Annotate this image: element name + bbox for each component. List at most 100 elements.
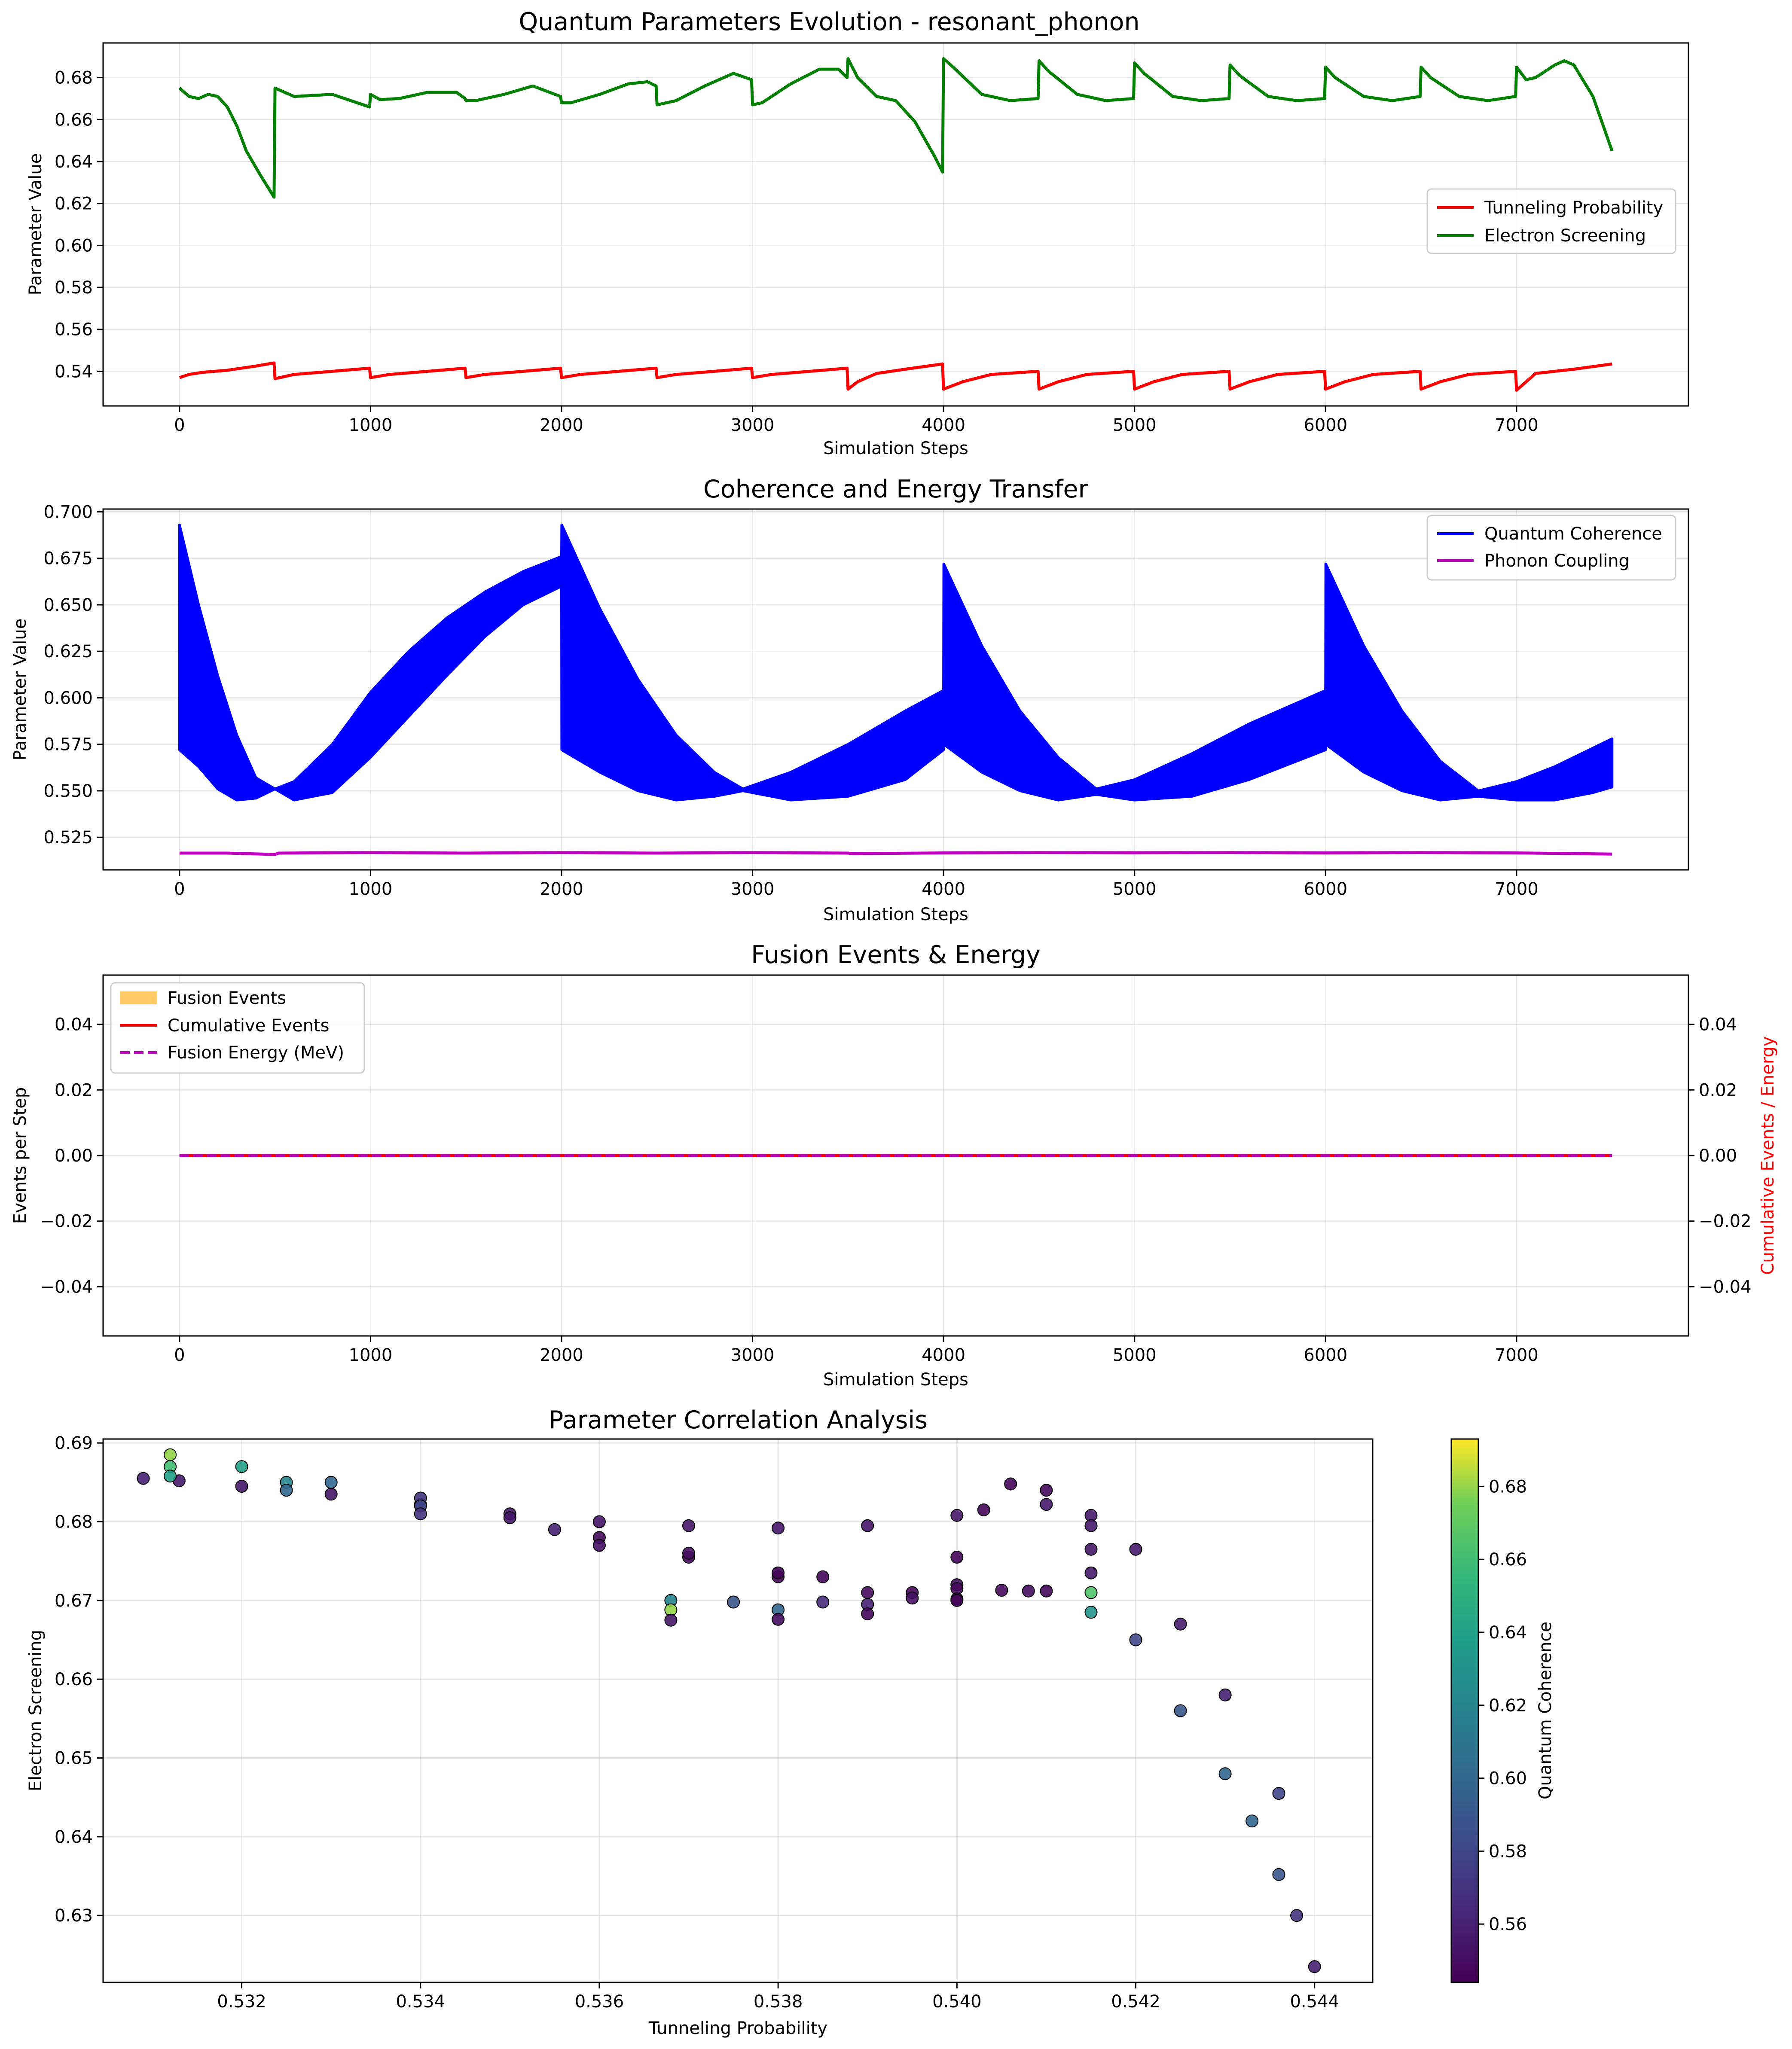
series-line-screening [178, 57, 1614, 199]
xtick-label: 1000 [349, 415, 393, 435]
xtick-label: 0 [174, 1345, 185, 1365]
panel1-title: Quantum Parameters Evolution - resonant_… [519, 8, 1139, 36]
scatter-point [1218, 1688, 1232, 1701]
y2tick-label: 0.02 [1699, 1080, 1737, 1100]
panel1-legend: Tunneling Probability Electron Screening [1426, 188, 1676, 254]
scatter-point [1040, 1584, 1053, 1598]
xtick-label: 4000 [922, 879, 965, 899]
scatter-point [861, 1586, 874, 1599]
scatter-point [592, 1539, 606, 1552]
scatter-point [1004, 1477, 1017, 1491]
colorbar-label: Quantum Coherence [1536, 1622, 1555, 1799]
ytick-label: 0.60 [55, 236, 93, 256]
panel1-grid [103, 43, 1688, 406]
panel4-series [137, 1448, 1321, 1973]
scatter-point [235, 1480, 248, 1493]
panel1-ylabel: Parameter Value [26, 153, 46, 296]
panel4-title: Parameter Correlation Analysis [549, 1406, 928, 1434]
panel4-grid [103, 1439, 1373, 1982]
panel2-ylabel: Parameter Value [10, 619, 30, 761]
colorbar-ticks: 0.56 0.58 0.60 0.62 0.64 0.66 0.68 [1478, 1477, 1527, 1934]
scatter-point [816, 1570, 830, 1583]
xtick-label: 7000 [1495, 415, 1539, 435]
ytick-label: 0.68 [55, 68, 93, 88]
y2tick-label: 0.00 [1699, 1146, 1737, 1166]
ytick-label: 0.650 [43, 595, 93, 615]
panel2-xlabel: Simulation Steps [823, 905, 968, 924]
ytick-label: 0.525 [43, 828, 93, 848]
panel4-xlabel: Tunneling Probability [648, 2019, 827, 2038]
legend-label-coherence: Quantum Coherence [1484, 524, 1662, 544]
scatter-point [1272, 1787, 1285, 1800]
xtick-label: 4000 [922, 1345, 965, 1365]
panel4-ticks: 0.532 0.534 0.536 0.538 0.540 0.542 0.544 0.63 0… [55, 1433, 1339, 2012]
xtick-label: 7000 [1495, 879, 1539, 899]
scatter-point [1308, 1960, 1321, 1973]
legend-swatch-fusion-events [120, 991, 157, 1004]
scatter-point [950, 1551, 964, 1564]
xtick-label: 5000 [1113, 879, 1157, 899]
ytick-label: 0.65 [55, 1749, 93, 1768]
scatter-point [1290, 1909, 1304, 1922]
xtick-label: 6000 [1304, 415, 1347, 435]
ytick-label: 0.700 [43, 502, 93, 522]
xtick-label: 3000 [731, 415, 775, 435]
xtick-label: 2000 [540, 415, 583, 435]
colorbar-gradient [1450, 1438, 1479, 1983]
ytick-label: 0.550 [43, 781, 93, 801]
scatter-point [280, 1484, 293, 1497]
legend-label-phonon: Phonon Coupling [1484, 551, 1630, 571]
scatter-point [137, 1472, 150, 1485]
y2tick-label: −0.02 [1699, 1212, 1752, 1232]
ytick-label: −0.04 [40, 1277, 93, 1297]
xtick-label: 0 [174, 879, 185, 899]
xtick-label: 7000 [1495, 1345, 1539, 1365]
xtick-label: 3000 [731, 1345, 775, 1365]
colorbar-tick-label: 0.60 [1489, 1769, 1527, 1789]
colorbar-tick-label: 0.68 [1489, 1477, 1527, 1497]
panel2-series [178, 523, 1614, 856]
panel-fusion-events: Fusion Events & Energy 0 1000 2000 3000 4000… [10, 941, 1778, 1390]
legend-label-fusion-energy: Fusion Energy (MeV) [168, 1043, 344, 1063]
scatter-point [682, 1546, 695, 1560]
scatter-point [1272, 1868, 1285, 1881]
panel3-legend: Fusion Events Cumulative Events Fusion E… [110, 982, 365, 1074]
scatter-point [772, 1522, 785, 1535]
scatter-point [592, 1515, 606, 1528]
scatter-point [906, 1592, 919, 1605]
ytick-label: 0.04 [55, 1015, 93, 1035]
scatter-point [1129, 1633, 1142, 1647]
ytick-label: 0.68 [55, 1512, 93, 1532]
panel2-legend: Quantum Coherence Phonon Coupling [1426, 515, 1676, 581]
panel2-axes-frame [102, 508, 1689, 871]
scatter-point [1174, 1704, 1187, 1717]
colorbar-tick-label: 0.66 [1489, 1550, 1527, 1570]
xtick-label: 0 [174, 415, 185, 435]
xtick-label: 2000 [540, 1345, 583, 1365]
panel1-xlabel: Simulation Steps [823, 439, 968, 458]
panel4-ylabel: Electron Screening [26, 1630, 46, 1791]
scatter-point [1129, 1543, 1142, 1556]
series-line-phonon [179, 851, 1612, 856]
scatter-point [861, 1519, 874, 1532]
xtick-label: 1000 [349, 879, 393, 899]
xtick-label: 0.540 [932, 1992, 982, 2012]
xtick-label: 4000 [922, 415, 965, 435]
scatter-point [995, 1584, 1008, 1597]
xtick-label: 3000 [731, 879, 775, 899]
scatter-point [1084, 1543, 1098, 1556]
ytick-label: 0.625 [43, 642, 93, 662]
ytick-label: 0.58 [55, 278, 93, 298]
colorbar-tick-label: 0.64 [1489, 1623, 1527, 1643]
ytick-label: 0.600 [43, 688, 93, 708]
scatter-point [324, 1488, 338, 1501]
legend-label-cumulative: Cumulative Events [168, 1016, 329, 1036]
y2tick-label: −0.04 [1699, 1277, 1752, 1297]
legend-label-screening: Electron Screening [1484, 226, 1646, 246]
scatter-point [1084, 1606, 1098, 1619]
ytick-label: 0.64 [55, 152, 93, 172]
series-band-coherence [178, 523, 1614, 802]
scatter-point [950, 1594, 964, 1607]
scatter-point [1218, 1767, 1232, 1781]
